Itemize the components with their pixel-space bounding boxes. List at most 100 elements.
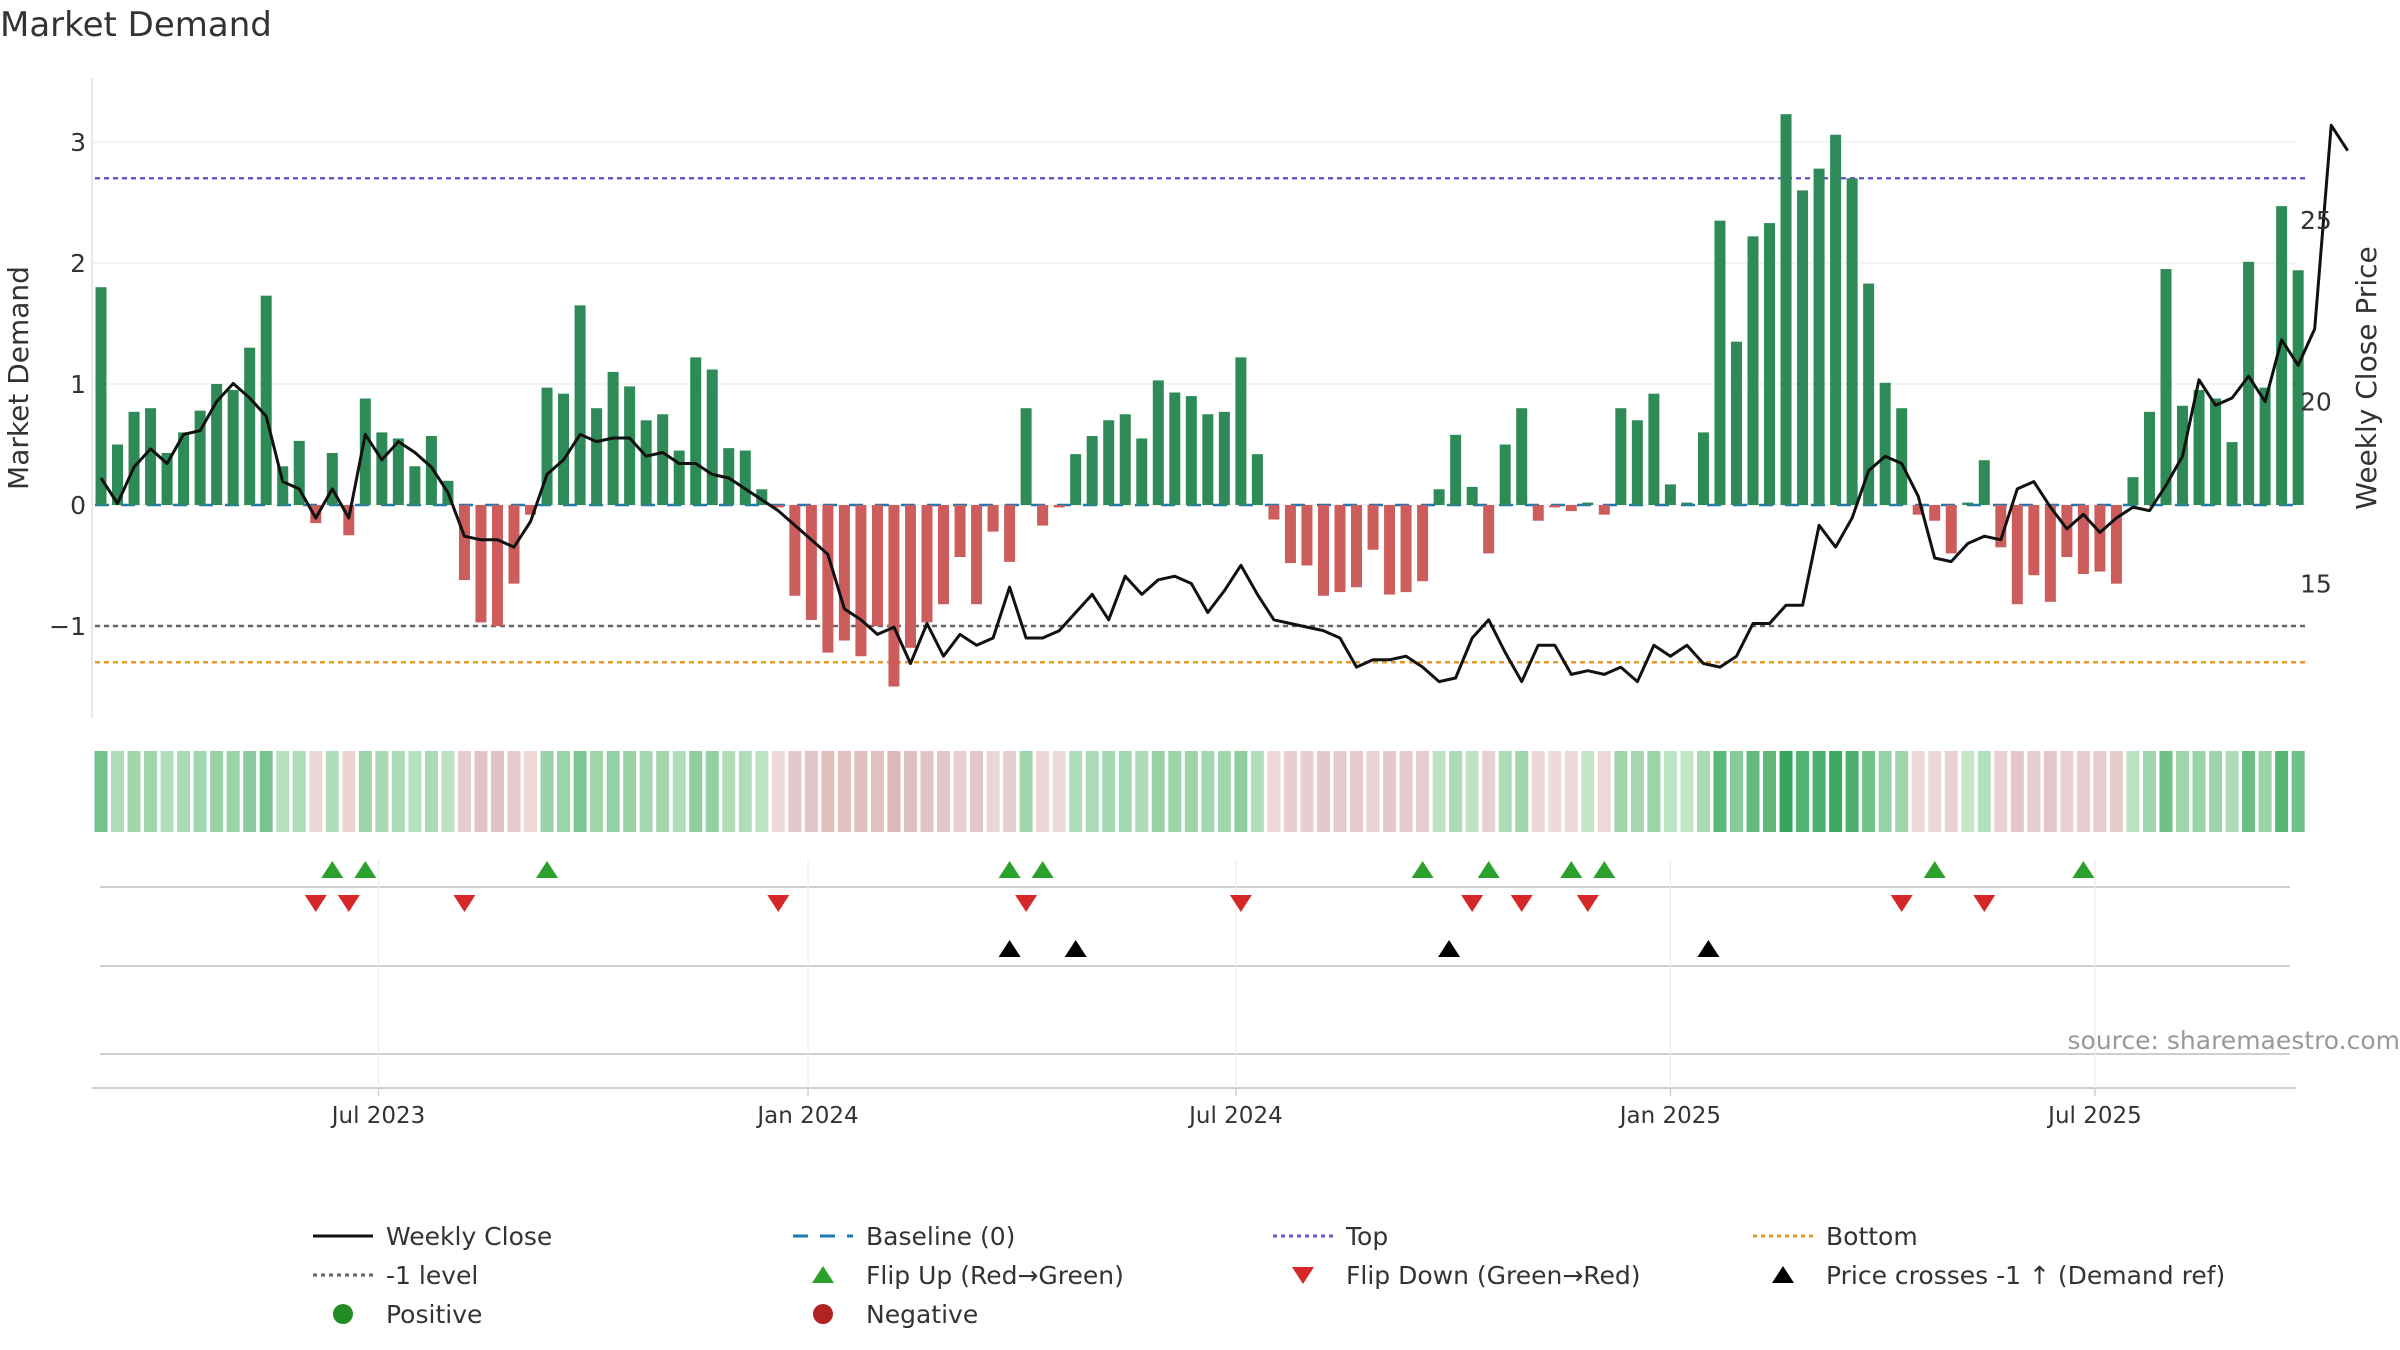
demand-bar — [1317, 505, 1329, 596]
demand-bar — [227, 390, 239, 505]
demand-bar — [1797, 190, 1809, 505]
heat-cell — [1564, 751, 1578, 832]
price-cross-marker — [1064, 940, 1087, 957]
heat-cell — [1350, 751, 1364, 832]
demand-bar — [1896, 408, 1908, 505]
heat-cell — [854, 751, 868, 832]
heat-cell — [557, 751, 571, 832]
heat-cell — [1135, 751, 1149, 832]
heat-cell — [408, 751, 422, 832]
demand-bar — [2028, 505, 2040, 576]
demand-bar — [2077, 505, 2089, 574]
heat-cell — [1812, 751, 1826, 832]
legend-label: Flip Up (Red→Green) — [866, 1261, 1124, 1290]
flip-up-marker — [1923, 861, 1946, 878]
demand-bar — [1086, 436, 1098, 505]
heat-cell — [1581, 751, 1595, 832]
heat-cell — [1779, 751, 1793, 832]
heat-cell — [1217, 751, 1231, 832]
demand-bar — [1334, 505, 1346, 593]
left-y-ticks: 3 2 1 0 −1 — [49, 128, 86, 641]
heat-cell — [1118, 751, 1132, 832]
price-cross-marker — [1697, 940, 1720, 957]
price-line-group — [99, 123, 2349, 684]
demand-bar — [1037, 505, 1049, 526]
heat-cell — [1449, 751, 1463, 832]
price-cross-marker — [1438, 940, 1461, 957]
demand-bar — [2276, 206, 2288, 505]
heat-cell — [738, 751, 752, 832]
heat-cell — [1234, 751, 1248, 832]
heat-cell — [391, 751, 405, 832]
demand-bar — [1846, 178, 1858, 506]
demand-bar — [359, 398, 371, 505]
demand-bar — [938, 505, 950, 605]
legend-swatch-triangle-up — [812, 1266, 834, 1283]
demand-bar — [888, 505, 900, 687]
demand-bar — [805, 505, 817, 620]
heat-cell — [1696, 751, 1710, 832]
flip-down-marker — [1890, 895, 1913, 912]
flip-up-marker — [354, 861, 377, 878]
demand-bar — [1697, 432, 1709, 505]
legend-label: Baseline (0) — [866, 1222, 1015, 1251]
heat-cell — [1498, 751, 1512, 832]
heat-cell — [1052, 751, 1066, 832]
heat-cell — [276, 751, 290, 832]
demand-bar — [1598, 505, 1610, 515]
heat-cell — [309, 751, 323, 832]
demand-bar — [2193, 390, 2205, 505]
demand-bar — [525, 505, 537, 515]
heat-cell — [490, 751, 504, 832]
demand-bar — [1284, 505, 1296, 564]
right-y-tick-label: 20 — [2300, 388, 2332, 417]
demand-bar — [1202, 414, 1214, 505]
chart-legend: Weekly Close Baseline (0) Top Bottom -1 leve… — [313, 1222, 2225, 1329]
demand-bar — [1053, 505, 1065, 508]
demand-bar — [1813, 168, 1825, 505]
demand-bar — [1185, 396, 1197, 505]
flip-down-marker — [1229, 895, 1252, 912]
demand-bar — [690, 357, 702, 505]
demand-bar — [706, 369, 718, 505]
legend-swatch-triangle-up — [1772, 1266, 1794, 1283]
right-y-tick-label: 25 — [2300, 206, 2332, 235]
demand-bar — [2127, 477, 2139, 505]
heat-cell — [2060, 751, 2074, 832]
demand-bar — [1169, 392, 1181, 505]
demand-bar — [1367, 505, 1379, 550]
heat-cell — [177, 751, 191, 832]
heat-cell — [1597, 751, 1611, 832]
legend-label: Bottom — [1826, 1222, 1918, 1251]
x-tick-labels: Jul 2023 Jan 2024 Jul 2024 Jan 2025 Jul 2025 — [330, 1088, 2142, 1129]
demand-bar — [789, 505, 801, 596]
heat-cell — [1961, 751, 1975, 832]
right-axis-label: Weekly Close Price — [2350, 246, 2383, 509]
flip-down-marker — [304, 895, 327, 912]
heat-cell — [457, 751, 471, 832]
demand-bar — [376, 432, 388, 505]
demand-bar — [1483, 505, 1495, 554]
legend-label: Price crosses -1 ↑ (Demand ref) — [1826, 1261, 2225, 1290]
flip-down-marker — [1461, 895, 1484, 912]
heat-cell — [804, 751, 818, 832]
demand-bar — [1978, 460, 1990, 505]
demand-bar — [2143, 411, 2155, 505]
right-y-tick-label: 15 — [2300, 569, 2332, 598]
demand-bar — [244, 347, 256, 505]
heat-cell — [903, 751, 917, 832]
demand-bar — [2110, 505, 2122, 584]
demand-bar — [1631, 420, 1643, 505]
heat-cell — [1630, 751, 1644, 832]
heat-cell — [821, 751, 835, 832]
heat-cell — [1713, 751, 1727, 832]
demand-bar — [756, 489, 768, 505]
x-tick-label: Jul 2025 — [2046, 1103, 2142, 1129]
demand-bar — [1136, 438, 1148, 505]
heat-cell — [144, 751, 158, 832]
heat-cell — [2027, 751, 2041, 832]
heat-cell — [1151, 751, 1165, 832]
demand-bar — [293, 440, 305, 505]
heat-cell — [722, 751, 736, 832]
